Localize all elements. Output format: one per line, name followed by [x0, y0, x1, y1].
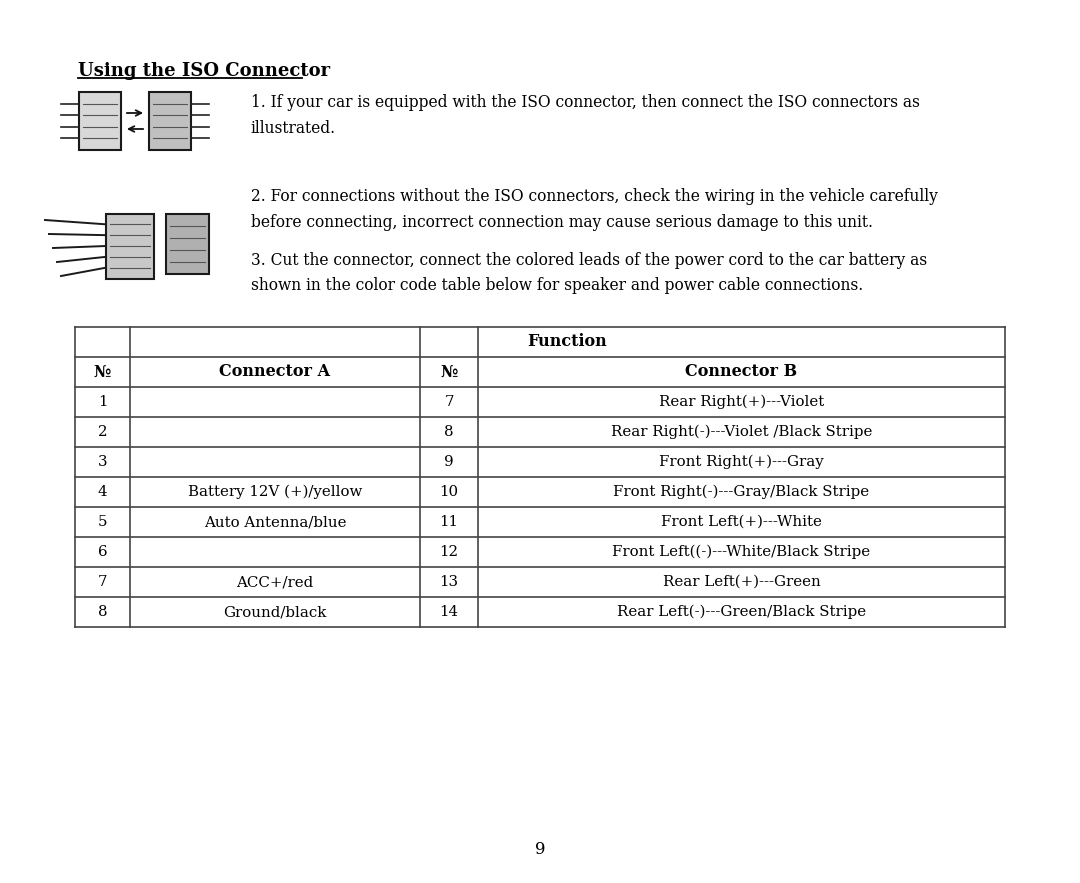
Text: Connector B: Connector B [686, 364, 797, 381]
Text: Battery 12V (+)/yellow: Battery 12V (+)/yellow [188, 485, 362, 499]
Text: Front Right(-)---Gray/Black Stripe: Front Right(-)---Gray/Black Stripe [613, 485, 869, 499]
Bar [166, 214, 210, 274]
Text: 3. Cut the connector, connect the colored leads of the power cord to the car bat: 3. Cut the connector, connect the colore… [251, 252, 927, 294]
Bar [79, 92, 121, 150]
Text: №: № [441, 364, 458, 381]
Text: Rear Right(-)---Violet /Black Stripe: Rear Right(-)---Violet /Black Stripe [611, 425, 873, 439]
Bar [106, 214, 154, 278]
Text: 13: 13 [440, 575, 459, 589]
Text: 1: 1 [98, 395, 107, 409]
Text: Function: Function [528, 334, 607, 351]
Text: Rear Left(+)---Green: Rear Left(+)---Green [663, 575, 821, 589]
Text: 8: 8 [97, 605, 107, 619]
Text: Front Left(+)---White: Front Left(+)---White [661, 515, 822, 529]
Text: ACC+/red: ACC+/red [237, 575, 313, 589]
Text: 4: 4 [97, 485, 107, 499]
Text: 12: 12 [440, 545, 459, 559]
Text: 1. If your car is equipped with the ISO connector, then connect the ISO connecto: 1. If your car is equipped with the ISO … [251, 94, 919, 137]
Text: Using the ISO Connector: Using the ISO Connector [78, 62, 329, 79]
Text: Ground/black: Ground/black [224, 605, 326, 619]
Text: 8: 8 [444, 425, 454, 439]
Text: 7: 7 [98, 575, 107, 589]
Text: 9: 9 [535, 841, 545, 858]
Text: 9: 9 [444, 455, 454, 469]
Text: 6: 6 [97, 545, 107, 559]
Text: 5: 5 [98, 515, 107, 529]
Text: Front Left((-)---White/Black Stripe: Front Left((-)---White/Black Stripe [612, 545, 870, 559]
Text: 10: 10 [440, 485, 459, 499]
Text: Auto Antenna/blue: Auto Antenna/blue [204, 515, 347, 529]
Text: 14: 14 [440, 605, 459, 619]
Text: Rear Left(-)---Green/Black Stripe: Rear Left(-)---Green/Black Stripe [617, 605, 866, 619]
Text: Rear Right(+)---Violet: Rear Right(+)---Violet [659, 395, 824, 409]
Text: 3: 3 [97, 455, 107, 469]
Text: №: № [94, 364, 111, 381]
Text: Front Right(+)---Gray: Front Right(+)---Gray [659, 455, 824, 469]
Bar [149, 92, 191, 150]
Text: 2: 2 [97, 425, 107, 439]
Text: 11: 11 [440, 515, 459, 529]
Text: Connector A: Connector A [219, 364, 330, 381]
Text: 2. For connections without the ISO connectors, check the wiring in the vehicle c: 2. For connections without the ISO conne… [251, 188, 937, 230]
Text: 7: 7 [444, 395, 454, 409]
